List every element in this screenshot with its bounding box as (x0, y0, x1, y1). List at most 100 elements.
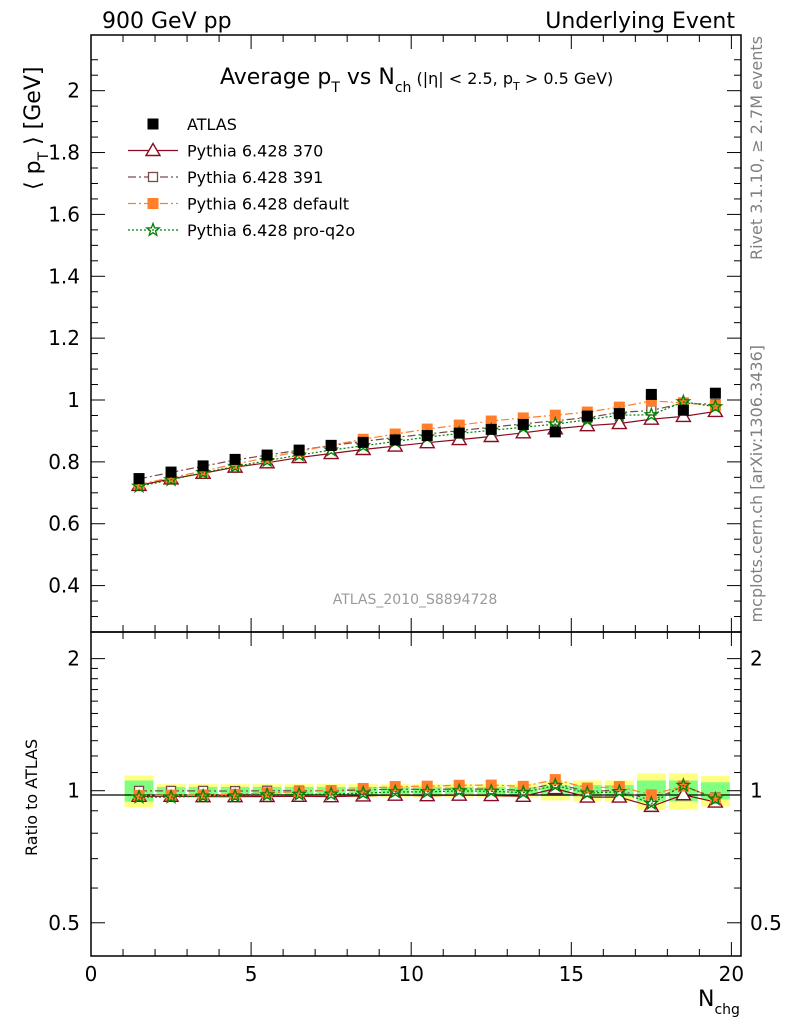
ratio-pq2o-point (355, 784, 372, 800)
title-cut1: (|η| < 2.5, p (411, 69, 513, 88)
main-atlas-point (581, 410, 593, 422)
legend: ATLAS Pythia 6.428 370 Pythia 6.428 391 Pyt… (128, 115, 355, 240)
main-atlas-point (165, 466, 177, 478)
side-label-rivet: Rivet 3.1.10, ≥ 2.7M events (747, 36, 766, 260)
ratio-pq2o-point (387, 783, 404, 799)
legend-entry-pq2o: Pythia 6.428 pro-q2o (128, 221, 355, 240)
ratio-pq2o-point (291, 785, 308, 802)
ratio-pq2o-point (515, 784, 532, 800)
ratio-y-label: Ratio to ATLAS (22, 739, 41, 856)
main-atlas-point (485, 423, 497, 435)
legend-marker (145, 221, 161, 237)
analysis-watermark: ATLAS_2010_S8894728 (333, 592, 498, 608)
main-y-tick-label: 1.2 (48, 326, 80, 350)
main-y-tick-label: 1 (67, 388, 80, 412)
main-y-tick-label: 0.6 (48, 512, 80, 536)
title-sub3: T (512, 80, 520, 93)
main-atlas-point (549, 426, 561, 438)
ratio-pdefault-point (645, 789, 657, 801)
main-atlas-point (357, 436, 369, 448)
main-panel: 0.40.60.811.21.41.61.82 Average pT vs Nc… (21, 34, 742, 633)
ratio-y-tick-label: 1 (67, 779, 80, 803)
ratio-pq2o-point (131, 788, 147, 804)
main-y-tick-label: 1.8 (48, 141, 80, 165)
ratio-y-tick-label-right: 2 (750, 647, 763, 671)
ratio-pq2o-point (643, 795, 660, 811)
side-label-mcplots: mcplots.cern.ch [arXiv:1306.3436] (747, 345, 766, 622)
main-atlas-point (389, 434, 401, 446)
legend-marker (147, 171, 159, 183)
x-tick-label: 20 (719, 962, 744, 986)
header-left: 900 GeV pp (102, 9, 232, 34)
legend-marker (147, 118, 159, 130)
main-pq2o-point (643, 406, 660, 422)
main-x-ticks (90, 35, 732, 632)
main-atlas-point (645, 388, 657, 400)
legend-marker (144, 142, 162, 157)
x-axis-label: Nchg (698, 987, 740, 1018)
main-y-tick-label: 1.4 (48, 264, 80, 288)
main-y-tick-label: 0.8 (48, 450, 80, 474)
legend-label: Pythia 6.428 pro-q2o (187, 221, 355, 240)
ratio-pq2o-point (675, 777, 692, 793)
main-atlas-point (261, 449, 273, 461)
x-tick-label: 0 (85, 962, 98, 986)
main-atlas-point (421, 430, 433, 442)
main-atlas-point (709, 387, 721, 399)
legend-entry-p391: Pythia 6.428 391 (128, 168, 323, 187)
main-p370-line (138, 410, 716, 486)
ratio-y-tick-label: 0.5 (48, 911, 80, 935)
main-y-tick-label: 2 (67, 79, 80, 103)
main-atlas-point (133, 473, 145, 485)
title-main: Average p (220, 65, 331, 90)
ratio-pq2o-line (139, 784, 716, 805)
main-pq2o-point (675, 393, 692, 409)
x-tick-label: 15 (559, 962, 584, 986)
ratio-frame (90, 631, 742, 957)
main-atlas-point (453, 427, 465, 439)
ratio-pq2o-point (259, 786, 276, 802)
ratio-y-tick-label: 2 (67, 647, 80, 671)
legend-label: Pythia 6.428 default (187, 195, 349, 214)
main-p370-point (611, 415, 628, 430)
x-tick-label: 10 (398, 962, 423, 986)
ratio-pq2o-point (579, 784, 596, 800)
ratio-marks (130, 774, 724, 813)
ratio-pq2o-point (611, 783, 628, 799)
legend-entry-p370: Pythia 6.428 370 (128, 142, 323, 161)
ratio-panel: 0.5 0.5 1 1 2 2 0 5 10 15 20 Ratio to ATLAS Nchg (22, 631, 782, 1018)
main-y-tick-label: 1.6 (48, 202, 80, 226)
ratio-pq2o-point (419, 783, 436, 799)
main-atlas-point (613, 408, 625, 420)
main-marks (130, 387, 724, 494)
legend-entry-pdefault: Pythia 6.428 default (128, 195, 349, 214)
main-atlas-point (517, 418, 529, 430)
ratio-pq2o-point (227, 787, 244, 803)
main-pq2o-point (131, 477, 147, 494)
main-pdefault-point (549, 409, 561, 421)
main-atlas-point (229, 453, 241, 465)
main-atlas-point (293, 444, 305, 456)
main-pq2o-point (707, 398, 724, 414)
main-pq2o-point (163, 471, 180, 487)
ratio-pq2o-point (163, 788, 180, 804)
main-y-tick-label: 0.4 (48, 574, 80, 598)
title-sub1: T (330, 80, 340, 96)
ratio-pq2o-point (547, 777, 564, 793)
ratio-pq2o-point (195, 787, 212, 803)
x-tick-label: 5 (245, 962, 258, 986)
title-sub2: ch (395, 80, 412, 96)
title-vs: vs N (340, 65, 395, 90)
legend-marker (147, 198, 159, 209)
ratio-pq2o-point (451, 782, 468, 798)
legend-entry-atlas: ATLAS (147, 115, 237, 134)
ratio-y-tick-label-right: 0.5 (750, 911, 782, 935)
legend-label: Pythia 6.428 391 (187, 168, 323, 187)
title-cut2: > 0.5 GeV) (520, 69, 614, 88)
main-atlas-point (197, 460, 209, 472)
ratio-pq2o-point (323, 785, 340, 801)
legend-label: ATLAS (187, 115, 237, 134)
chart-title: Average pT vs Nch (|η| < 2.5, pT > 0.5 G… (220, 65, 613, 96)
header-right: Underlying Event (545, 9, 735, 34)
